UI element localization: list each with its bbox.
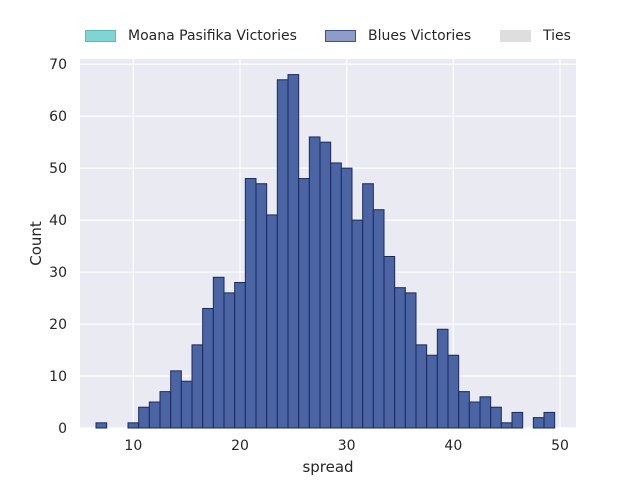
legend-swatch-ties [500,30,531,42]
histogram-bar [479,396,492,429]
bars [95,74,556,429]
histogram-bar [234,281,246,429]
legend: Moana Pasifika Victories Blues Victories… [0,22,640,50]
histogram-bar [500,422,513,429]
x-tick-label: 20 [231,438,249,454]
y-tick-label: 70 [49,57,67,73]
y-tick-label: 30 [49,265,67,281]
y-axis-label: Count [27,221,45,266]
histogram-bar [287,74,300,429]
histogram-bar [468,401,481,429]
histogram-bar [372,209,385,429]
histogram-bar [447,354,460,429]
y-tick-label: 10 [49,369,67,385]
y-tick-label: 60 [49,109,67,125]
histogram-bar [159,391,172,429]
histogram-bar [191,344,204,429]
y-tick-label: 50 [49,161,67,177]
histogram-bar [138,406,150,429]
histogram-bar [458,391,470,429]
histogram-bar [223,292,236,429]
y-tick-label: 0 [58,421,67,437]
histogram-bar [95,422,108,429]
x-tick-label: 50 [551,438,569,454]
histogram-bar [180,380,193,429]
histogram-bar [511,411,524,429]
histogram-bar [426,354,438,429]
x-axis-label: spread [302,458,353,476]
histogram-bar [298,178,310,429]
histogram-bar [340,167,353,429]
histogram-bar [276,79,289,429]
histogram-bar [244,178,257,429]
histogram-bar [266,214,278,429]
y-tick-label: 20 [49,317,67,333]
y-tick-label: 40 [49,213,67,229]
legend-label-moana: Moana Pasifika Victories [128,28,297,44]
legend-label-blues: Blues Victories [368,28,472,44]
histogram-bar [255,183,268,429]
histogram-bar [148,401,161,429]
histogram-bar [330,162,342,429]
histogram-bar [394,287,406,429]
histogram-bar [319,141,332,429]
legend-item-ties: Ties [500,28,571,44]
histogram-bar [351,219,364,429]
x-tick-label: 30 [338,438,356,454]
legend-swatch-moana [85,30,116,42]
histogram-bar [202,307,214,429]
histogram-bar [532,417,545,429]
legend-label-ties: Ties [543,28,571,44]
histogram-bar [543,411,556,429]
x-tick-label: 10 [124,438,142,454]
histogram-bar [490,406,502,429]
legend-swatch-blues [325,30,356,42]
histogram-bar [362,183,374,429]
histogram-bar [383,255,396,429]
legend-item-blues: Blues Victories [325,28,471,44]
histogram-bar [308,136,321,429]
histogram-bar [127,422,140,429]
x-tick-label: 40 [444,438,462,454]
x-tick-labels: 10 20 30 40 50 [124,438,568,454]
histogram-bar [404,292,417,429]
histogram-bar [436,328,449,429]
histogram-bar [212,276,225,429]
legend-item-moana: Moana Pasifika Victories [85,28,297,44]
histogram-bar [415,344,428,429]
y-tick-labels: 0 10 20 30 40 50 60 70 [49,57,67,437]
histogram-bar [170,370,182,429]
